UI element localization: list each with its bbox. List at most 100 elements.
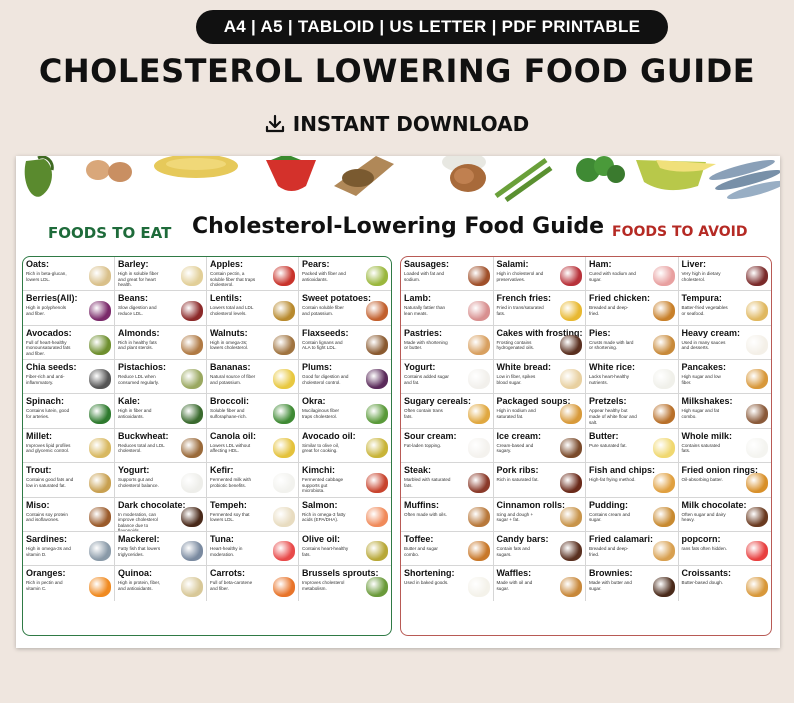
food-name: Oats:	[26, 259, 50, 269]
food-picture-icon	[181, 403, 203, 424]
eat-food-cell: Oranges: Rich in pectin and vitamin C.	[23, 566, 115, 601]
food-name: Pies:	[589, 327, 611, 338]
eat-food-cell: Avocado oil: Similar to olive oil, great …	[299, 429, 391, 464]
food-name: Okra:	[302, 396, 326, 407]
food-picture-icon	[560, 335, 582, 356]
avoid-food-cell: Candy bars: Contain fats and sugars.	[493, 531, 586, 567]
food-name: Muffins:	[404, 499, 439, 510]
food-name: Flaxseeds:	[302, 327, 349, 338]
food-picture-icon	[467, 576, 490, 597]
food-description: Batter-fried vegetables or seafood.	[681, 305, 728, 316]
food-name: Yogurt:	[404, 362, 436, 373]
food-name: Kimchi:	[302, 465, 336, 476]
food-picture-icon	[89, 403, 111, 424]
food-picture-icon	[181, 472, 203, 493]
food-name: Apples:	[210, 259, 244, 269]
food-name: Bananas:	[210, 362, 251, 373]
eat-food-cell: Apples: Contain pectin, a soluble fiber t…	[207, 257, 299, 292]
eat-food-cell: Walnuts: High in omega-3s; lowers cholest…	[207, 325, 299, 361]
food-description: Crusts made with lard or shortening.	[589, 339, 634, 351]
food-description: High in polyphenols and fiber.	[26, 305, 67, 316]
food-name: Liver:	[681, 259, 707, 269]
avoid-food-cell: Sour cream: Fat-laden topping.	[401, 428, 494, 464]
food-description: Fried in trans/saturated fats.	[496, 305, 544, 316]
food-description: Fiber-rich and anti-inflammatory.	[26, 374, 65, 385]
food-name: Lamb:	[404, 293, 431, 304]
eat-food-cell: Sweet potatoes: Contain soluble fiber and…	[299, 291, 391, 326]
avoid-food-cell: Sausages: Loaded with fat and sodium.	[401, 257, 494, 292]
food-picture-icon	[467, 472, 490, 493]
avoid-food-cell: Fried onion rings: Oil-absorbing batter.	[678, 463, 771, 498]
food-description: Often sugar and dairy heavy.	[681, 511, 726, 523]
avoid-food-cell: Cakes with frosting: Frosting contains hy…	[493, 325, 586, 361]
food-picture-icon	[181, 300, 203, 321]
eat-food-cell: Buckwheat: Reduces total and LDL choleste…	[115, 428, 207, 464]
food-picture-icon	[467, 438, 490, 459]
eat-food-cell: Kale: High in fiber and antioxidants.	[115, 394, 207, 429]
food-description: Supports gut and cholesterol balance.	[118, 477, 159, 488]
food-picture-icon	[652, 576, 675, 597]
food-description: Butter and sugar combo.	[404, 545, 438, 557]
food-picture-icon	[652, 403, 675, 424]
food-description: Breaded and deep-fried.	[589, 545, 629, 557]
food-picture-icon	[273, 403, 295, 424]
food-description: Cream-based and sugary.	[496, 442, 534, 454]
food-name: Yogurt:	[118, 465, 150, 476]
food-description: Natural source of fiber and potassium.	[210, 374, 256, 385]
eat-food-cell: Millet: Improves lipid profiles and glyce…	[23, 428, 115, 464]
food-name: Salami:	[496, 259, 529, 269]
food-description: Contains soy protein and isoflavones.	[26, 511, 68, 523]
food-description: Made with butter and sugar.	[589, 580, 632, 591]
walnut-illustration-icon	[450, 164, 486, 192]
download-icon	[265, 114, 284, 133]
food-picture-icon	[273, 369, 295, 390]
food-description: Contains heart-healthy fats.	[302, 545, 349, 557]
food-picture-icon	[273, 335, 295, 356]
food-name: Tempura:	[681, 293, 722, 304]
food-name: Brussels sprouts:	[302, 568, 379, 579]
food-picture-icon	[89, 335, 111, 356]
food-description: Naturally fattier than lean meats.	[404, 305, 446, 316]
food-description: Lowers total and LDL cholesterol levels.	[210, 305, 254, 316]
avoid-food-cell: Tempura: Batter-fried vegetables or seafo…	[678, 291, 771, 326]
food-description: Fat-laden topping.	[404, 442, 442, 448]
eat-food-cell: Kimchi: Fermented cabbage supports gut mi…	[299, 463, 391, 498]
foods-to-avoid-grid: Sausages: Loaded with fat and sodium. Sala…	[400, 256, 772, 636]
food-name: White rice:	[589, 362, 636, 373]
food-name: Barley:	[118, 259, 149, 269]
strawberry-illustration-icon	[266, 156, 316, 191]
food-picture-icon	[181, 576, 203, 597]
food-picture-icon	[560, 266, 582, 287]
eat-food-cell: Tempeh: Fermented soy that lowers LDL.	[207, 497, 299, 532]
food-name: White bread:	[496, 362, 552, 373]
food-description: Improves lipid profiles and glycemic con…	[26, 442, 71, 454]
food-picture-icon	[366, 403, 388, 424]
avoid-food-cell: Pudding: Contains cream and sugar.	[586, 497, 679, 532]
food-description: High sugar and low fiber.	[681, 374, 721, 385]
food-name: Broccoli:	[210, 396, 250, 407]
food-name: Spinach:	[26, 396, 65, 407]
food-name: French fries:	[496, 293, 552, 304]
eat-food-cell: Bananas: Natural source of fiber and pota…	[207, 360, 299, 395]
eat-food-cell: Chia seeds: Fiber-rich and anti-inflammat…	[23, 360, 115, 395]
food-picture-icon	[89, 472, 111, 493]
food-name: Tuna:	[210, 533, 234, 544]
avoid-food-cell: White rice: Lacks heart-healthy nutrients…	[586, 360, 679, 395]
food-picture-icon	[366, 472, 388, 493]
food-picture-icon	[652, 266, 675, 287]
food-picture-icon	[652, 472, 675, 493]
food-picture-icon	[89, 576, 111, 597]
okra-illustration-icon	[24, 156, 54, 197]
eat-food-cell: Carrots: Full of beta-carotene and fiber.	[207, 566, 299, 601]
food-description: Full of heart-healthy monounsaturated fa…	[26, 339, 71, 356]
food-picture-icon	[652, 541, 675, 562]
food-description: Contains cream and sugar.	[589, 511, 631, 523]
avoid-food-cell: Lamb: Naturally fattier than lean meats.	[401, 291, 494, 326]
food-picture-icon	[89, 506, 111, 527]
avocado-illustration-icon	[636, 160, 716, 191]
food-name: Sugary cereals:	[404, 396, 472, 407]
food-picture-icon	[746, 506, 768, 527]
food-description: Rich in saturated fat.	[496, 477, 539, 483]
foods-to-avoid-heading: FOODS TO AVOID	[612, 224, 748, 240]
avoid-food-cell: Milkshakes: High sugar and fat combo.	[678, 394, 771, 429]
